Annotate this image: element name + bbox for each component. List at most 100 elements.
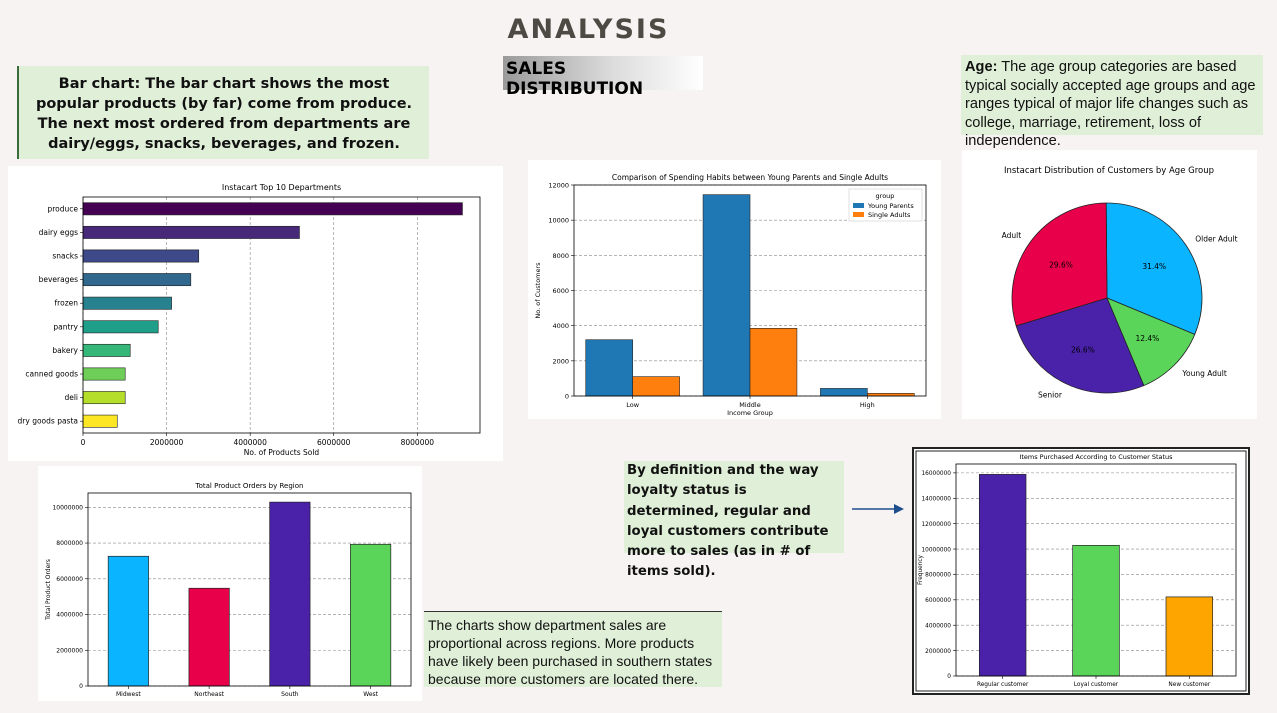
- bar: [1165, 596, 1214, 677]
- bar: [107, 555, 149, 687]
- y-tick-label: 0: [79, 683, 83, 690]
- chart-title: Total Product Orders by Region: [195, 482, 304, 490]
- y-tick-label: 8000: [552, 252, 569, 260]
- section-subtitle: SALES DISTRIBUTION: [503, 56, 703, 99]
- y-axis-label: Total Product Orders: [45, 559, 52, 621]
- regions-chart: Total Product Orders by Region 0 2000000 40…: [38, 466, 422, 701]
- y-tick-label: 0: [565, 393, 569, 401]
- spending-chart: Comparison of Spending Habits between Yo…: [528, 160, 941, 419]
- y-tick-label: canned goods: [25, 370, 78, 379]
- page-title: ANALYSIS: [507, 14, 670, 45]
- x-tick-label: Midwest: [116, 691, 141, 698]
- x-tick-label: Low: [626, 401, 639, 409]
- x-axis-label: No. of Products Sold: [244, 448, 320, 457]
- bar: [978, 474, 1027, 677]
- y-tick-label: 0: [947, 674, 951, 680]
- loyalty-chart: Items Purchased According to Customer St…: [912, 447, 1250, 695]
- bar-young-parents: [702, 194, 751, 397]
- y-axis-label: Frequency: [918, 554, 924, 585]
- slice-pct-label: 29.6%: [1049, 260, 1073, 269]
- y-tick-label: 10000000: [921, 547, 951, 553]
- bar: [82, 225, 300, 239]
- slice-label: Older Adult: [1195, 235, 1237, 244]
- y-tick-label: 16000000: [921, 471, 951, 477]
- slice-label: Senior: [1038, 390, 1063, 399]
- plot-frame: [573, 184, 927, 397]
- y-tick-label: dairy eggs: [39, 228, 78, 237]
- x-tick-label: High: [860, 401, 875, 409]
- x-tick-label: 8000000: [401, 438, 435, 447]
- plot-frame: [955, 463, 1237, 677]
- plot-frame: [87, 492, 412, 687]
- pie-slice: [1015, 297, 1145, 394]
- slice-pct-label: 12.4%: [1135, 334, 1159, 343]
- legend-swatch: [853, 203, 864, 208]
- bar: [82, 343, 131, 357]
- y-tick-label: 4000000: [56, 612, 83, 619]
- bar-chart-note: Bar chart: The bar chart shows the most …: [17, 66, 429, 159]
- y-tick-label: 12000: [548, 182, 569, 190]
- bar: [82, 391, 126, 405]
- y-tick-label: 12000000: [921, 522, 951, 528]
- pie-slice: [1106, 297, 1196, 387]
- slice-label: Young Adult: [1181, 369, 1226, 378]
- x-axis-label: Income Group: [727, 409, 773, 417]
- age-note-text: The age group categories are based typic…: [965, 59, 1256, 149]
- departments-chart: Instacart Top 10 Departments 0 2000000 4000…: [8, 166, 503, 461]
- legend-label: Single Adults: [868, 211, 911, 219]
- y-tick-label: 14000000: [921, 496, 951, 502]
- y-tick-label: beverages: [39, 275, 78, 284]
- bar-single-adults: [632, 376, 680, 397]
- y-tick-label: 8000000: [56, 540, 83, 547]
- x-tick-label: 4000000: [233, 438, 267, 447]
- y-tick-label: bakery: [52, 346, 78, 355]
- x-tick-label: West: [363, 691, 378, 698]
- age-note-label: Age:: [965, 59, 998, 75]
- bar: [82, 367, 126, 381]
- bar: [82, 273, 192, 287]
- chart-title: Comparison of Spending Habits between Yo…: [612, 173, 888, 182]
- y-tick-label: dry goods pasta: [18, 417, 78, 426]
- y-tick-label: 4000: [552, 322, 569, 330]
- slice-pct-label: 31.4%: [1142, 262, 1166, 271]
- y-tick-label: produce: [47, 204, 78, 213]
- slice-label: Adult: [1002, 231, 1022, 240]
- pie-slice: [1011, 202, 1108, 327]
- regions-note: The charts show department sales are pro…: [424, 611, 722, 687]
- bar-young-parents: [820, 388, 868, 397]
- y-tick-label: 2000000: [56, 647, 83, 654]
- y-tick-label: frozen: [55, 299, 79, 308]
- y-tick-label: deli: [64, 393, 78, 402]
- y-tick-label: 10000000: [52, 504, 83, 511]
- arrow-right-icon: [852, 504, 904, 514]
- y-tick-label: 6000: [552, 287, 569, 295]
- y-tick-label: 6000000: [56, 576, 83, 583]
- y-tick-label: 6000000: [925, 598, 951, 604]
- x-tick-label: 2000000: [150, 438, 184, 447]
- bar-single-adults: [749, 328, 798, 397]
- x-tick-label: Regular customer: [977, 682, 1029, 688]
- y-tick-label: 2000: [552, 357, 569, 365]
- bar: [82, 202, 463, 216]
- y-tick-label: 4000000: [925, 623, 951, 629]
- age-note: Age: The age group categories are based …: [961, 55, 1263, 149]
- chart-title: Instacart Top 10 Departments: [222, 183, 341, 192]
- bar: [82, 320, 159, 334]
- section-subtitle-text: SALES DISTRIBUTION: [506, 59, 644, 99]
- chart-title: Instacart Distribution of Customers by A…: [1004, 166, 1214, 176]
- x-tick-label: 6000000: [317, 438, 351, 447]
- x-tick-label: 0: [81, 438, 86, 447]
- bar: [1072, 545, 1120, 677]
- y-tick-label: 2000000: [925, 649, 951, 655]
- bar: [350, 543, 392, 687]
- chart-title: Items Purchased According to Customer St…: [1019, 453, 1173, 461]
- bar: [82, 414, 118, 428]
- y-axis-label: No. of Customers: [534, 262, 542, 319]
- x-tick-label: New customer: [1168, 682, 1210, 688]
- slice-pct-label: 26.6%: [1071, 346, 1095, 355]
- legend-swatch: [853, 212, 864, 217]
- y-tick-label: snacks: [52, 252, 78, 261]
- bar: [82, 249, 200, 263]
- age-pie-chart: Instacart Distribution of Customers by A…: [962, 150, 1257, 419]
- bar: [82, 296, 172, 310]
